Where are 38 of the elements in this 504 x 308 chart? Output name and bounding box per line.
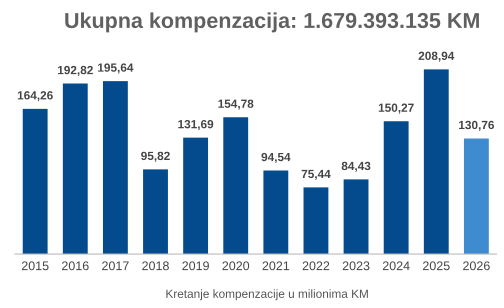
x-tick-label: 2016 (62, 261, 89, 270)
x-tick-label: 2023 (342, 261, 370, 270)
x-tick-label: 2017 (102, 261, 129, 270)
data-label: 208,94 (418, 52, 454, 62)
bar (102, 81, 128, 254)
bar (304, 187, 328, 254)
x-tick-label: 2015 (22, 261, 49, 270)
x-tick-label: 2019 (182, 261, 209, 270)
data-label: 84,43 (342, 162, 370, 172)
bar (183, 138, 208, 254)
x-tick-label: 2021 (262, 261, 290, 270)
bar (263, 170, 288, 254)
x-axis-title: Kretanje kompenzacije u milionima KM (166, 289, 368, 300)
x-tick-label: 2022 (302, 261, 330, 270)
bar (223, 117, 248, 254)
data-label: 195,64 (98, 63, 134, 74)
bar (344, 179, 368, 254)
x-tick-label: 2024 (382, 261, 410, 270)
data-label: 94,54 (261, 152, 291, 163)
data-label: 75,44 (302, 170, 331, 180)
bar (424, 69, 449, 254)
bar (62, 84, 88, 254)
data-label: 192,82 (58, 66, 93, 76)
bar (22, 108, 48, 254)
data-label: 131,69 (178, 120, 214, 130)
x-tick-label: 2020 (222, 261, 250, 270)
data-label: 164,26 (18, 91, 53, 102)
x-tick-label: 2018 (142, 261, 169, 270)
x-tick-label: 2025 (423, 261, 450, 270)
data-label: 154,78 (218, 100, 254, 110)
bar (384, 121, 409, 254)
bar (143, 169, 168, 254)
chart-title: Ukupna kompenzacija: 1.679.393.135 KM (65, 12, 479, 32)
data-label: 150,27 (378, 104, 414, 114)
data-label: 95,82 (141, 152, 170, 162)
x-tick-label: 2026 (463, 261, 490, 270)
bar (464, 138, 489, 254)
data-label: 130,76 (459, 120, 494, 131)
